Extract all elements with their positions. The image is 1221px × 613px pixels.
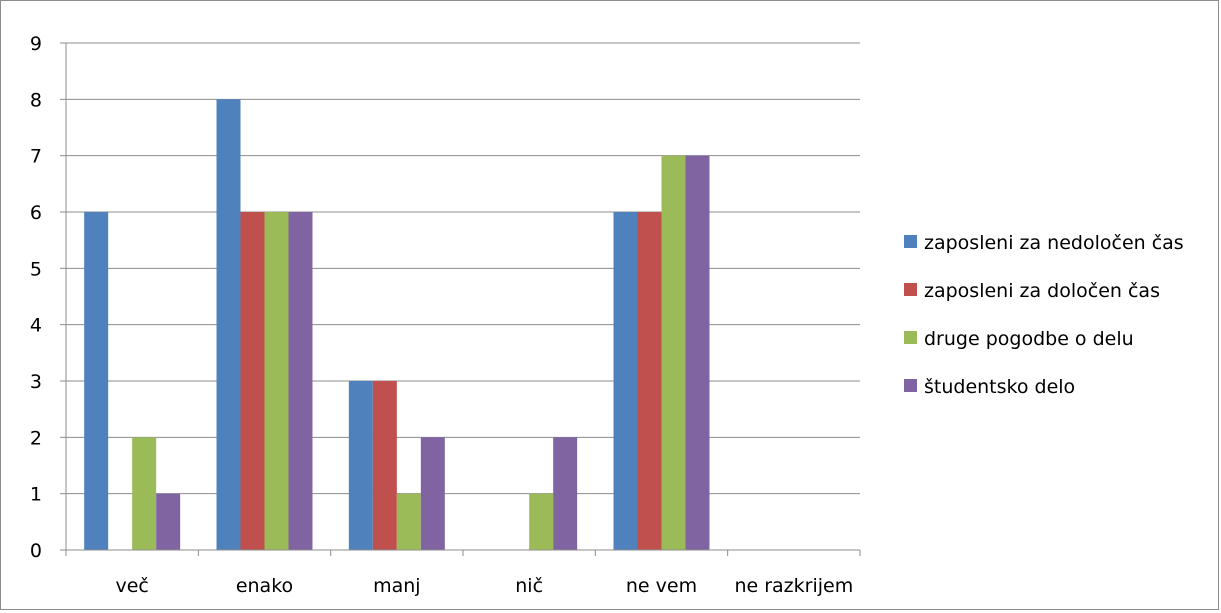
legend-entry: druge pogodbe o delu bbox=[924, 328, 1134, 350]
bar-1-3 bbox=[288, 212, 313, 550]
legend-swatch bbox=[904, 283, 917, 296]
x-category-label: ne razkrijem bbox=[734, 575, 853, 597]
bars bbox=[84, 99, 710, 550]
bar-0-2 bbox=[132, 437, 157, 550]
bar-1-0 bbox=[216, 99, 241, 550]
y-tick-label: 8 bbox=[30, 89, 42, 111]
legend-swatch bbox=[904, 331, 917, 344]
y-tick-label: 1 bbox=[30, 484, 42, 506]
x-category-labels: več enako manj nič ne vem ne razkrijem bbox=[115, 575, 853, 597]
x-category-label: nič bbox=[515, 575, 543, 597]
y-tick-label: 0 bbox=[30, 540, 42, 562]
y-tick-label: 3 bbox=[30, 371, 42, 393]
x-category-label: enako bbox=[236, 575, 293, 597]
y-tick-labels: 0 1 2 3 4 5 6 7 8 9 bbox=[30, 33, 42, 562]
x-category-label: več bbox=[115, 575, 148, 597]
bar-4-1 bbox=[637, 212, 662, 550]
y-tick-label: 6 bbox=[30, 202, 42, 224]
x-category-label: manj bbox=[373, 575, 420, 597]
bar-2-1 bbox=[372, 381, 397, 550]
axes bbox=[65, 43, 861, 556]
legend-swatch bbox=[904, 379, 917, 392]
y-tick-label: 4 bbox=[30, 315, 42, 337]
bar-4-0 bbox=[613, 212, 638, 550]
bar-0-0 bbox=[84, 212, 109, 550]
y-tick-label: 7 bbox=[30, 146, 42, 168]
legend-entry: zaposleni za določen čas bbox=[924, 280, 1160, 302]
bar-1-2 bbox=[264, 212, 289, 550]
bar-3-3 bbox=[553, 437, 578, 550]
legend-entry: zaposleni za nedoločen čas bbox=[924, 232, 1184, 254]
bar-2-0 bbox=[348, 381, 373, 550]
bar-2-2 bbox=[396, 493, 421, 550]
bar-4-3 bbox=[685, 155, 710, 550]
bar-4-2 bbox=[661, 155, 686, 550]
x-category-label: ne vem bbox=[626, 575, 697, 597]
bar-3-2 bbox=[529, 493, 554, 550]
bar-1-1 bbox=[240, 212, 265, 550]
legend-entry: študentsko delo bbox=[924, 376, 1075, 398]
y-tick-label: 5 bbox=[30, 258, 42, 280]
bar-0-3 bbox=[156, 493, 181, 550]
legend: zaposleni za nedoločen čas zaposleni za d… bbox=[904, 232, 1184, 398]
gridlines bbox=[60, 42, 860, 551]
bar-2-3 bbox=[420, 437, 445, 550]
legend-swatch bbox=[904, 235, 917, 248]
y-tick-label: 9 bbox=[30, 33, 42, 55]
y-tick-label: 2 bbox=[30, 427, 42, 449]
